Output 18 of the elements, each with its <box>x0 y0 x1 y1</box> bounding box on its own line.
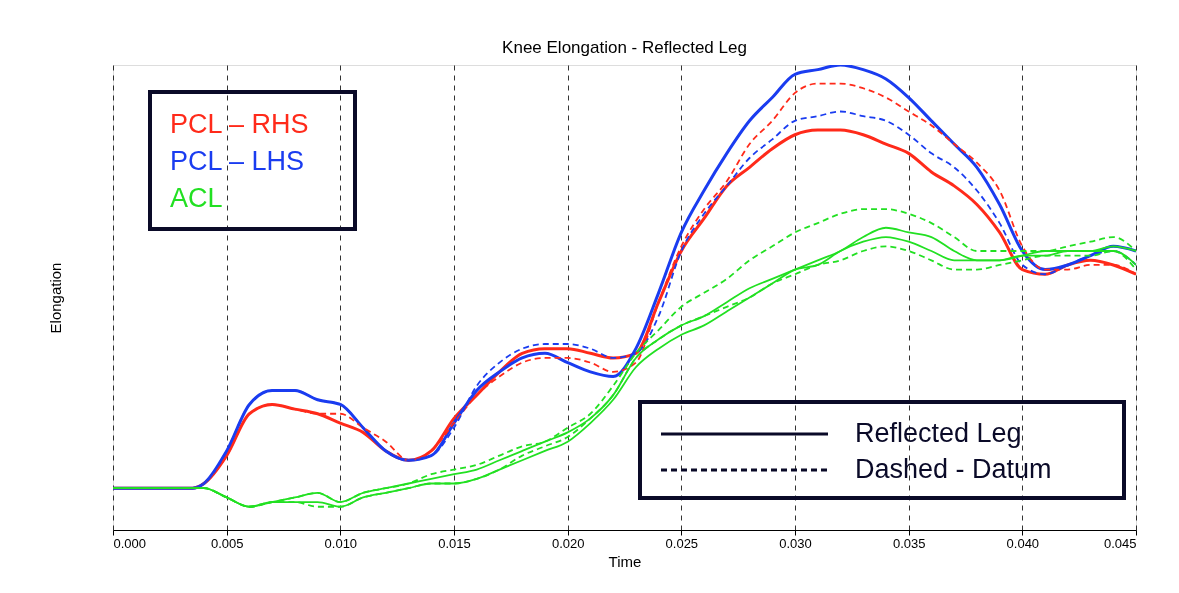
x-tick-label: 0.020 <box>551 535 585 551</box>
x-tick-label: 0.045 <box>1103 535 1137 551</box>
x-tick-label: 0.040 <box>1006 535 1040 551</box>
x-tick-label: 0.015 <box>438 535 471 551</box>
chart-title: Knee Elongation - Reflected Leg <box>502 38 747 57</box>
x-tick-label: 0.000 <box>113 535 147 551</box>
x-tick-label: 0.005 <box>210 535 244 551</box>
annotation: Reflected Leg <box>855 418 1022 448</box>
x-tick-label: 0.030 <box>779 535 812 551</box>
text: ACL <box>170 183 223 213</box>
x-tick-label: 0.010 <box>324 535 358 551</box>
x-axis-title: Time <box>608 552 642 570</box>
y-axis-title: Elongation <box>46 262 64 334</box>
x-tick-label: 0.025 <box>665 535 699 551</box>
text: PCL – RHS <box>170 109 309 139</box>
x-tick-label: 0.035 <box>892 535 926 551</box>
text: PCL – LHS <box>170 146 305 176</box>
annotation: Dashed - Datum <box>855 454 1052 484</box>
